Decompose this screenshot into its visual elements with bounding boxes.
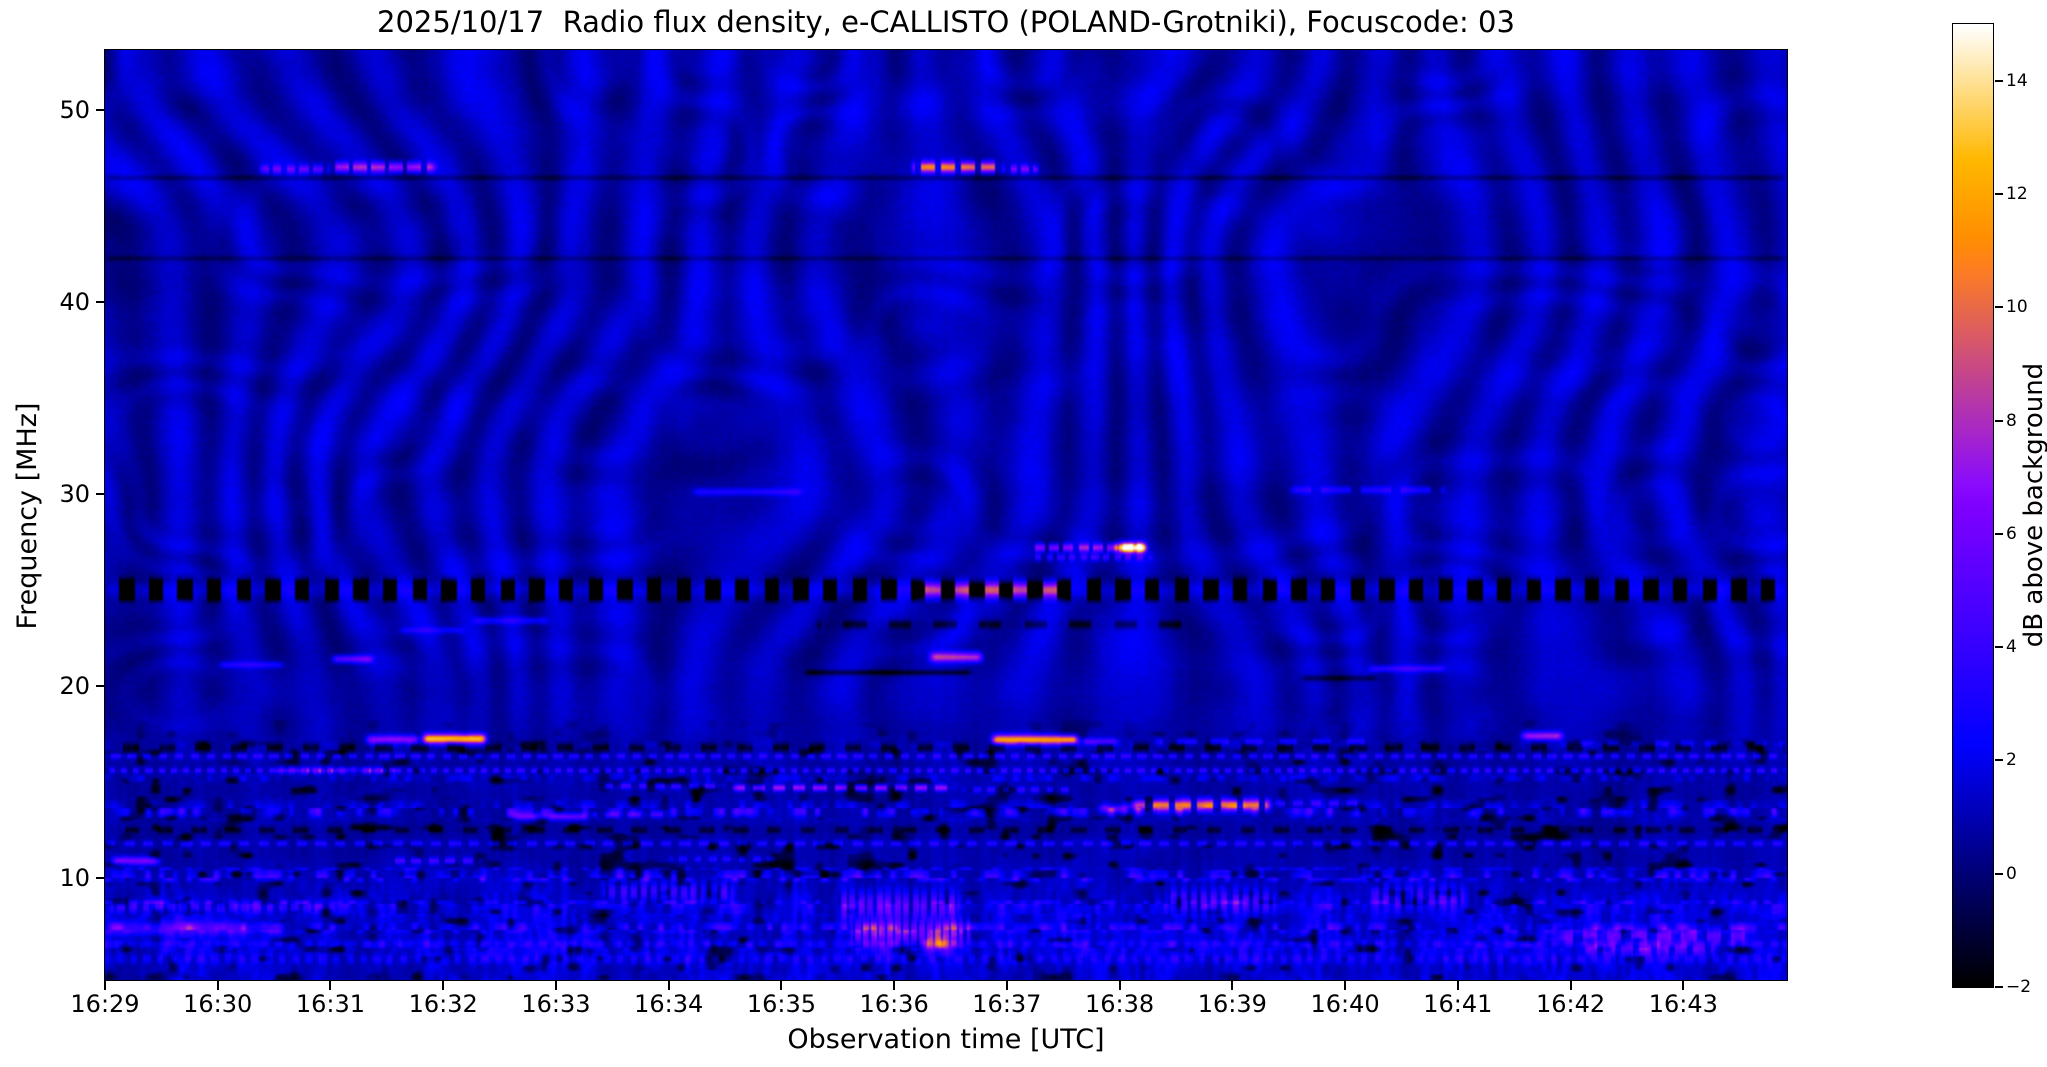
x-tick-mark <box>1456 981 1459 990</box>
x-tick-mark <box>1231 981 1234 990</box>
x-tick-label: 16:41 <box>1423 990 1493 1018</box>
x-tick-mark <box>554 981 557 990</box>
x-tick-mark <box>216 981 219 990</box>
colorbar-tick-mark <box>1995 872 2003 875</box>
x-tick-label: 16:42 <box>1535 990 1606 1018</box>
colorbar-tick-label: 0 <box>2006 863 2017 884</box>
colorbar-tick-mark <box>1995 79 2003 82</box>
colorbar-canvas <box>1952 23 1994 988</box>
x-tick-mark <box>1005 981 1008 990</box>
x-tick-mark <box>329 981 332 990</box>
x-tick-label: 16:37 <box>972 990 1042 1018</box>
x-tick-label: 16:33 <box>521 990 591 1018</box>
colorbar-tick-mark <box>1995 646 2003 649</box>
x-tick-mark <box>667 981 670 990</box>
x-tick-mark <box>104 981 106 990</box>
y-tick-mark <box>96 300 105 303</box>
x-axis-label: Observation time [UTC] <box>787 1024 1105 1055</box>
spectrogram-canvas <box>104 49 1788 981</box>
colorbar-tick-mark <box>1995 759 2003 762</box>
y-tick-mark <box>96 685 105 687</box>
x-tick-label: 16:29 <box>70 990 140 1018</box>
y-tick-mark <box>96 492 105 495</box>
y-tick-label: 30 <box>59 479 90 508</box>
colorbar-label: dB above background <box>2019 362 2047 648</box>
colorbar-tick-mark <box>1995 306 2003 309</box>
y-tick-label: 50 <box>59 95 90 124</box>
x-tick-mark <box>1682 981 1685 990</box>
chart-title: 2025/10/17 Radio flux density, e-CALLIST… <box>377 5 1515 39</box>
colorbar-tick-mark <box>1995 419 2003 422</box>
x-tick-label: 16:36 <box>859 990 929 1018</box>
colorbar-tick-label: 14 <box>2006 70 2028 91</box>
colorbar-tick-label: 8 <box>2006 410 2017 431</box>
x-tick-label: 16:31 <box>295 990 366 1018</box>
x-tick-label: 16:43 <box>1648 990 1718 1018</box>
x-tick-mark <box>1569 981 1572 990</box>
x-tick-label: 16:38 <box>1085 990 1155 1018</box>
colorbar-tick-mark <box>1995 532 2003 535</box>
x-tick-label: 16:39 <box>1197 990 1267 1018</box>
colorbar-tick-label: 4 <box>2006 637 2017 658</box>
x-tick-label: 16:34 <box>634 990 704 1018</box>
colorbar-tick-mark <box>1995 192 2003 195</box>
y-tick-mark <box>96 877 105 880</box>
x-tick-mark <box>442 981 445 990</box>
x-tick-label: 16:30 <box>183 990 253 1018</box>
x-tick-mark <box>1118 981 1121 990</box>
colorbar-tick-label: 10 <box>2006 297 2028 318</box>
x-tick-label: 16:40 <box>1310 990 1380 1018</box>
x-tick-mark <box>1344 981 1347 990</box>
x-tick-label: 16:35 <box>746 990 816 1018</box>
colorbar-tick-label: 6 <box>2006 523 2017 544</box>
colorbar-tick-label: 2 <box>2006 750 2017 771</box>
x-tick-mark <box>780 981 783 990</box>
y-tick-label: 40 <box>59 287 90 316</box>
x-tick-label: 16:32 <box>408 990 478 1018</box>
colorbar-tick-mark <box>1995 986 2003 988</box>
y-axis-label: Frequency [MHz] <box>12 402 43 630</box>
x-tick-mark <box>893 981 896 990</box>
y-tick-label: 10 <box>59 864 90 893</box>
y-tick-mark <box>96 108 105 111</box>
y-tick-label: 20 <box>59 672 90 700</box>
colorbar-tick-label: −2 <box>2006 977 2032 997</box>
colorbar-tick-label: 12 <box>2006 183 2028 204</box>
